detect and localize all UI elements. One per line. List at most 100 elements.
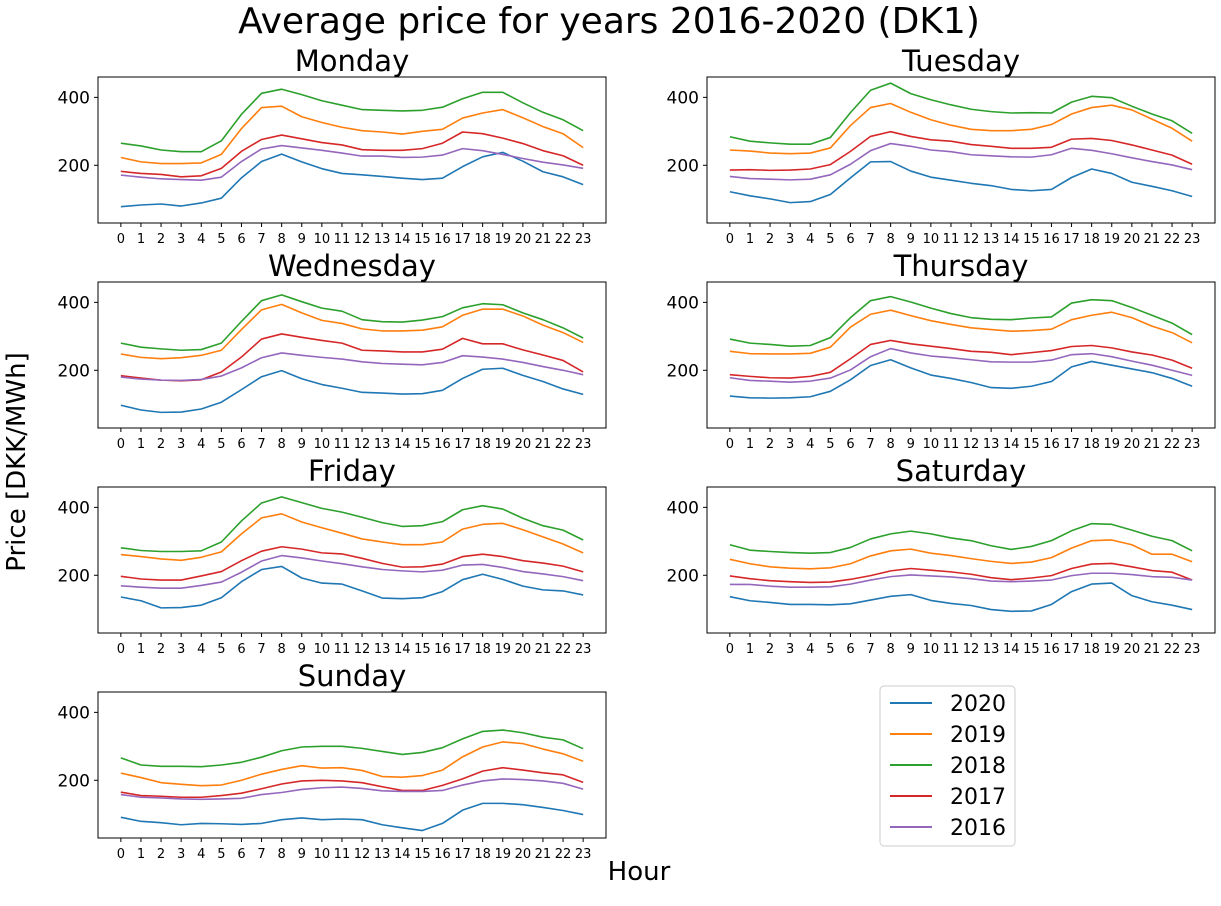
- series-line-2016: [120, 554, 584, 589]
- series-line-2017: [120, 766, 584, 799]
- x-tick-label: 19: [494, 437, 511, 452]
- x-tick-label: 21: [535, 232, 552, 247]
- x-tick-label: 1: [746, 642, 754, 657]
- series-line-2016: [120, 144, 584, 182]
- x-tick-label: 16: [1043, 437, 1060, 452]
- legend-label: 2018: [950, 754, 1006, 779]
- x-tick-label: 4: [197, 642, 205, 657]
- x-tick-label: 6: [237, 437, 245, 452]
- axes-frame: [97, 281, 607, 429]
- series-line-2020: [729, 160, 1193, 204]
- x-tick-label: 22: [555, 642, 572, 657]
- x-tick-label: 6: [237, 847, 245, 862]
- x-tick-label: 5: [217, 437, 225, 452]
- x-tick-label: 4: [806, 437, 814, 452]
- x-tick-label: 20: [515, 847, 532, 862]
- x-tick-label: 1: [746, 232, 754, 247]
- x-tick-label: 12: [354, 232, 371, 247]
- x-tick-label: 5: [217, 642, 225, 657]
- series-line-2020: [120, 802, 584, 832]
- x-tick-label: 20: [1124, 642, 1141, 657]
- y-tick-label: 200: [58, 156, 90, 176]
- x-tick-label: 16: [434, 642, 451, 657]
- y-tick-label: 200: [667, 156, 699, 176]
- x-tick-label: 17: [454, 437, 471, 452]
- subplot-title: Tuesday: [901, 44, 1020, 78]
- x-tick-label: 15: [414, 847, 431, 862]
- x-tick-label: 14: [394, 642, 411, 657]
- x-tick-label: 6: [846, 642, 854, 657]
- x-tick-label: 14: [1003, 642, 1020, 657]
- y-tick-label: 400: [58, 703, 90, 723]
- series-line-2016: [120, 352, 584, 382]
- x-tick-label: 7: [866, 437, 874, 452]
- x-tick-label: 14: [1003, 232, 1020, 247]
- x-tick-label: 0: [117, 232, 125, 247]
- x-tick-label: 15: [414, 642, 431, 657]
- x-tick-label: 18: [474, 847, 491, 862]
- axes-frame: [97, 486, 607, 634]
- y-tick-label: 200: [58, 771, 90, 791]
- x-tick-label: 8: [278, 437, 286, 452]
- x-tick-label: 23: [1184, 232, 1201, 247]
- x-tick-label: 11: [334, 847, 351, 862]
- x-tick-label: 14: [1003, 437, 1020, 452]
- y-tick-label: 400: [58, 88, 90, 108]
- x-tick-label: 10: [923, 642, 940, 657]
- x-tick-label: 6: [237, 232, 245, 247]
- x-tick-label: 0: [117, 642, 125, 657]
- y-tick-label: 200: [58, 566, 90, 586]
- subplot-title: Monday: [295, 44, 410, 78]
- x-tick-label: 2: [766, 232, 774, 247]
- axes-frame: [97, 691, 607, 839]
- x-axis-label: Hour: [608, 857, 671, 887]
- legend-frame: [879, 685, 1016, 847]
- x-tick-label: 20: [1124, 232, 1141, 247]
- axes-frame: [706, 76, 1216, 224]
- x-tick-label: 20: [1124, 437, 1141, 452]
- y-tick-label: 200: [667, 361, 699, 381]
- x-tick-label: 1: [746, 437, 754, 452]
- x-tick-label: 8: [887, 232, 895, 247]
- x-tick-label: 9: [298, 232, 306, 247]
- x-tick-label: 17: [1063, 437, 1080, 452]
- x-tick-label: 22: [555, 847, 572, 862]
- x-tick-label: 4: [197, 232, 205, 247]
- x-tick-label: 16: [1043, 232, 1060, 247]
- x-tick-label: 5: [826, 437, 834, 452]
- x-tick-label: 18: [474, 232, 491, 247]
- x-tick-label: 15: [1023, 642, 1040, 657]
- x-tick-label: 17: [454, 847, 471, 862]
- x-tick-label: 19: [494, 232, 511, 247]
- x-tick-label: 10: [923, 437, 940, 452]
- x-tick-label: 17: [1063, 232, 1080, 247]
- x-tick-label: 13: [983, 642, 1000, 657]
- series-line-2018: [120, 294, 584, 352]
- x-tick-label: 6: [237, 642, 245, 657]
- series-line-2019: [729, 309, 1193, 355]
- x-tick-label: 14: [394, 232, 411, 247]
- x-tick-label: 8: [278, 232, 286, 247]
- x-tick-label: 13: [374, 642, 391, 657]
- x-tick-label: 2: [766, 642, 774, 657]
- y-tick-label: 200: [58, 361, 90, 381]
- x-tick-label: 4: [806, 232, 814, 247]
- x-tick-label: 3: [786, 437, 794, 452]
- series-line-2018: [120, 88, 584, 153]
- subplot-title: Thursday: [893, 249, 1029, 283]
- y-tick-label: 400: [58, 293, 90, 313]
- x-tick-label: 6: [846, 232, 854, 247]
- x-tick-label: 16: [434, 437, 451, 452]
- x-tick-label: 23: [575, 847, 592, 862]
- x-tick-label: 23: [1184, 437, 1201, 452]
- x-tick-label: 21: [1144, 232, 1161, 247]
- x-tick-label: 3: [177, 847, 185, 862]
- x-tick-label: 17: [454, 642, 471, 657]
- x-tick-label: 8: [887, 642, 895, 657]
- series-line-2018: [120, 729, 584, 768]
- x-tick-label: 15: [1023, 437, 1040, 452]
- x-tick-label: 5: [826, 642, 834, 657]
- x-tick-label: 21: [1144, 642, 1161, 657]
- x-tick-label: 13: [983, 232, 1000, 247]
